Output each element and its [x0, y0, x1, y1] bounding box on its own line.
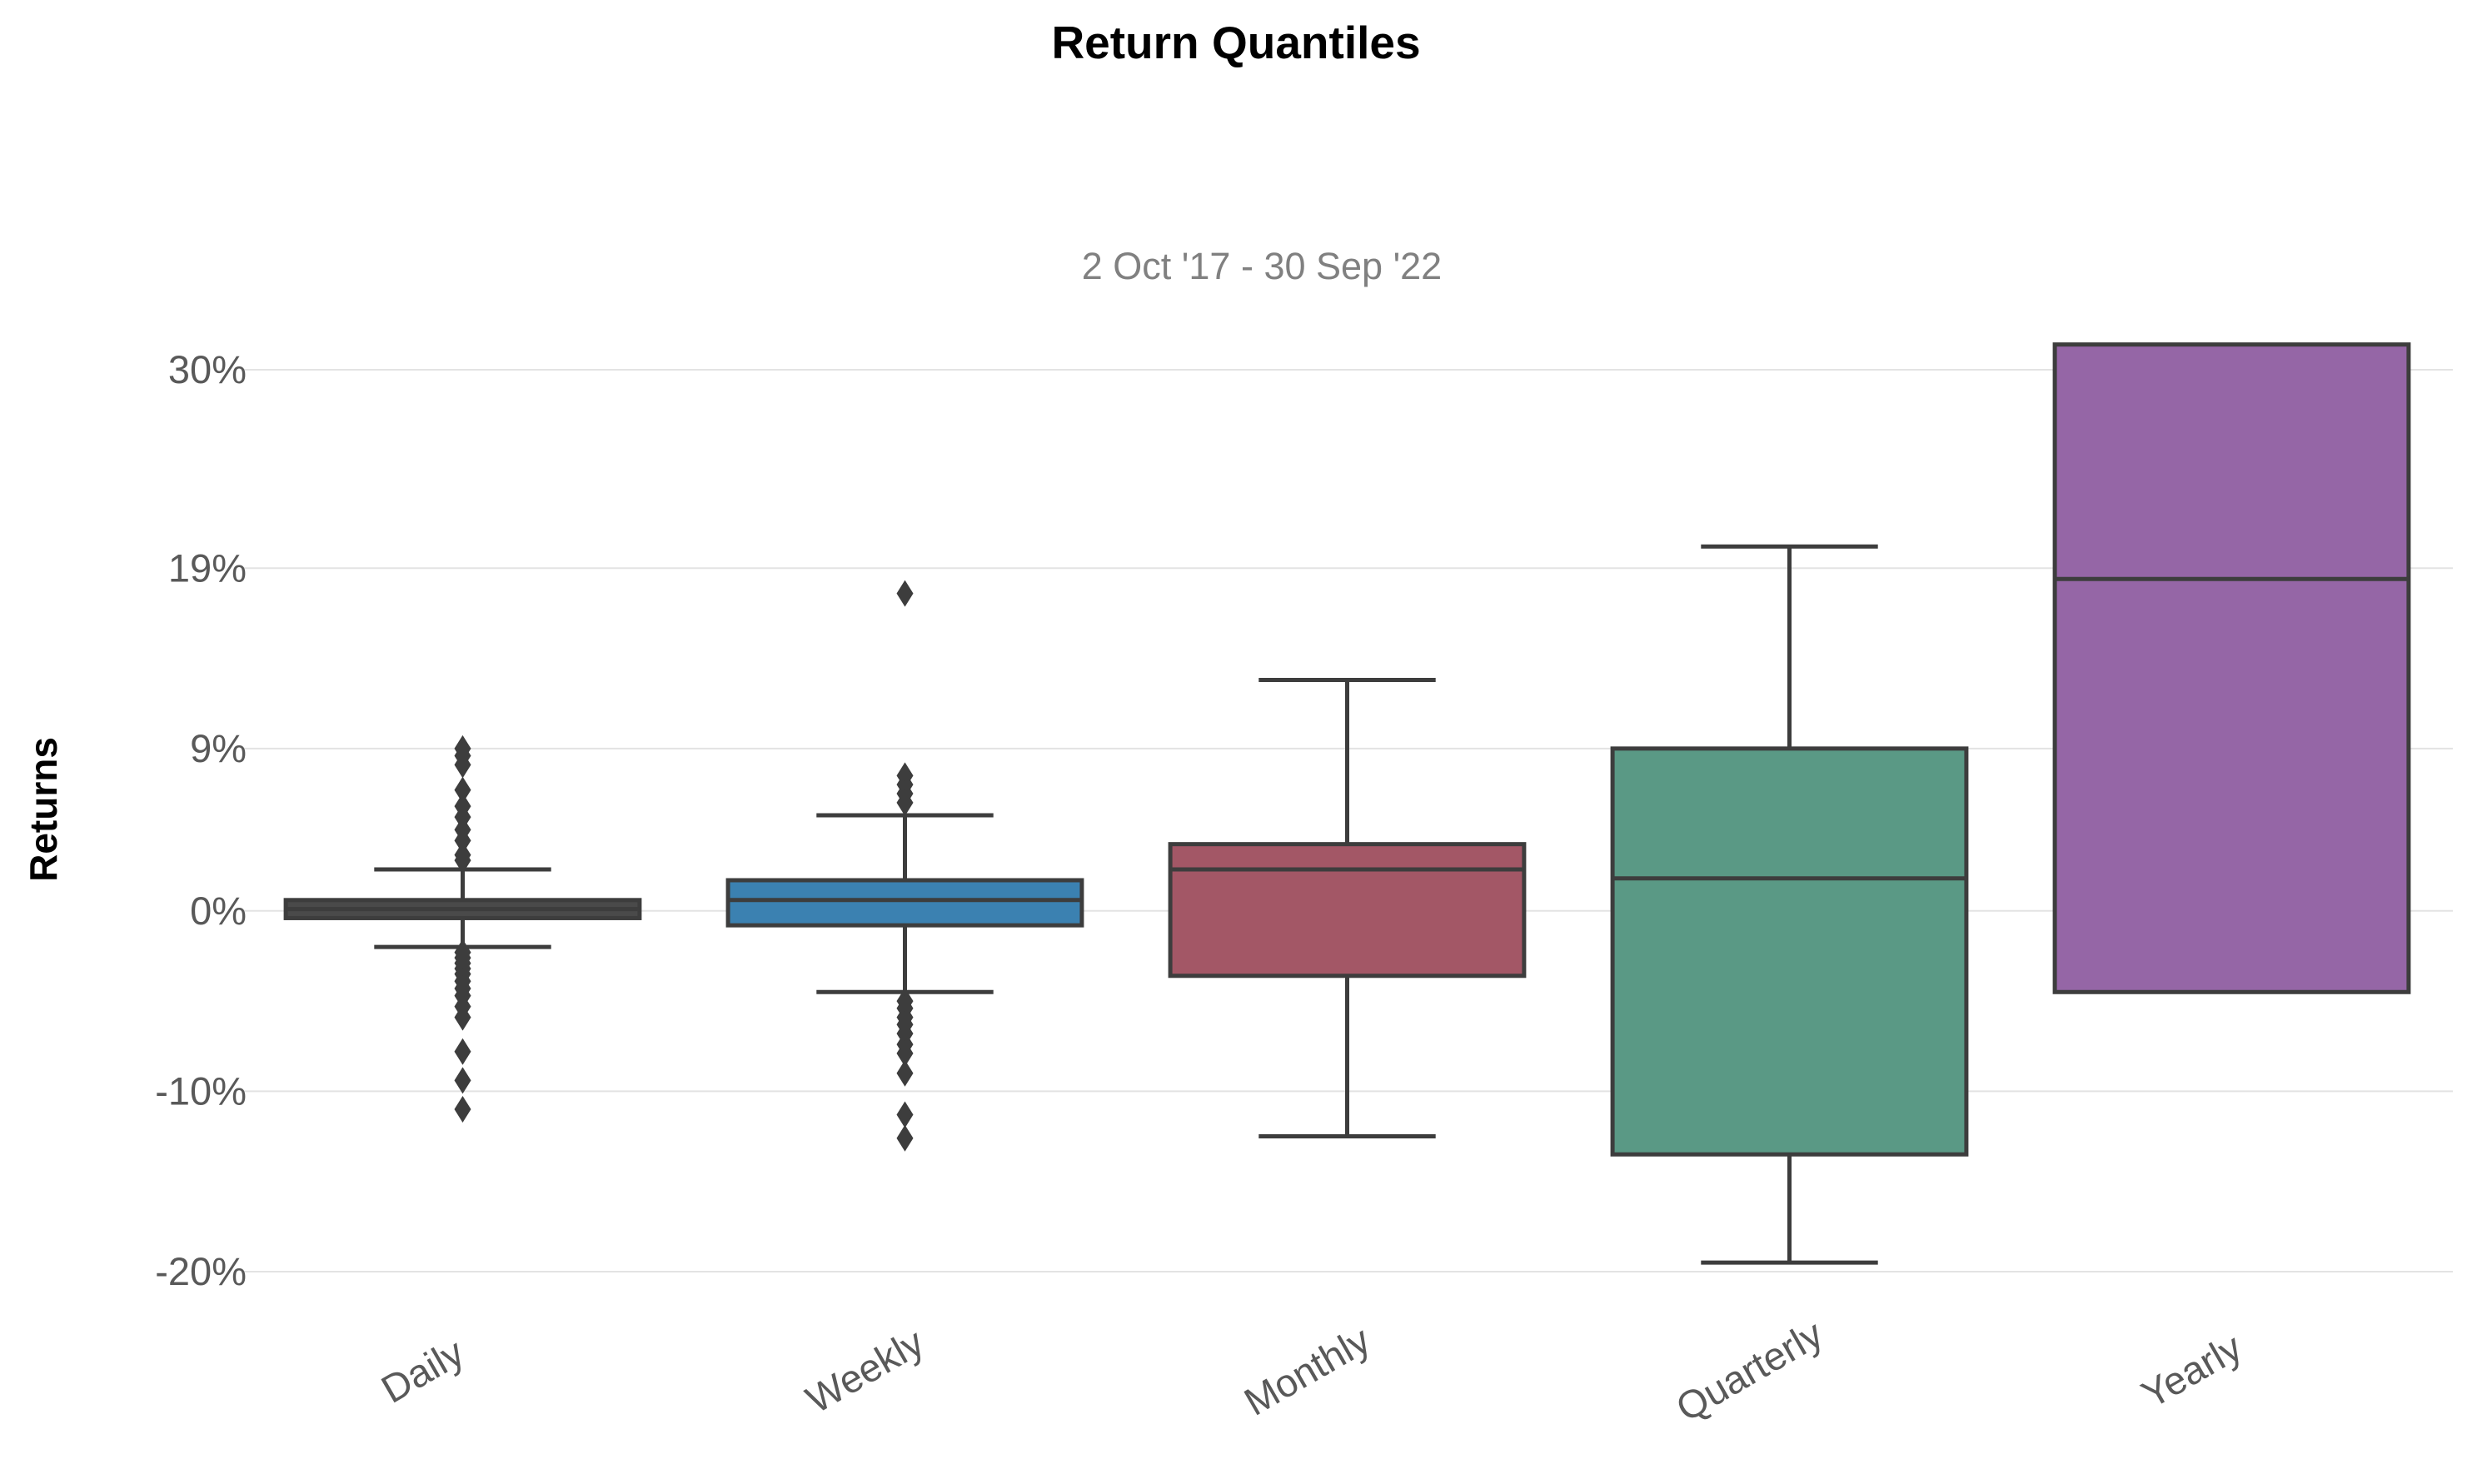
x-tick-label: Daily [374, 1329, 471, 1411]
x-tick-label: Monthly [1237, 1317, 1378, 1423]
outlier-point [454, 847, 471, 874]
y-tick-label: 9% [190, 726, 247, 770]
chart-subtitle: 2 Oct '17 - 30 Sep '22 [1082, 245, 1442, 287]
y-tick-label: 30% [168, 347, 247, 391]
y-tick-label: 0% [190, 889, 247, 933]
outlier-point [454, 776, 471, 804]
box-yearly [2052, 342, 2411, 994]
chart-title: Return Quantiles [1051, 17, 1420, 68]
box-plots [283, 342, 2411, 1265]
outlier-point [896, 1124, 914, 1152]
outlier-point [896, 789, 914, 816]
outlier-point [896, 1101, 914, 1128]
x-tick-label: Weekly [799, 1319, 932, 1422]
outlier-point [454, 827, 471, 854]
y-tick-label: -10% [155, 1068, 247, 1113]
x-tick-label: Yearly [2134, 1324, 2250, 1417]
outlier-point [896, 580, 914, 607]
box-daily [283, 735, 642, 1123]
y-tick-label: 19% [168, 545, 247, 590]
box-body [2052, 342, 2411, 994]
x-tick-label: Quarterly [1668, 1311, 1830, 1430]
outlier-point [896, 1059, 914, 1087]
box-body [1168, 842, 1527, 979]
box-monthly [1168, 678, 1527, 1139]
outlier-point [454, 1003, 471, 1031]
box-body [1610, 746, 1969, 1157]
y-axis-label: Returns [22, 737, 65, 882]
outlier-point [454, 1038, 471, 1065]
outlier-point [896, 1039, 914, 1067]
y-tick-label: -20% [155, 1249, 247, 1293]
x-tick-labels: Daily Weekly Monthly Quarterly Yearly [374, 1311, 2250, 1430]
outlier-point [454, 742, 471, 769]
y-tick-labels: -20% -10% 0% 9% 19% 30% [155, 347, 247, 1293]
box-quarterly [1610, 544, 1969, 1265]
outlier-point [454, 1067, 471, 1094]
box-body [725, 878, 1084, 928]
outlier-point [454, 1096, 471, 1123]
box-weekly [725, 580, 1084, 1152]
